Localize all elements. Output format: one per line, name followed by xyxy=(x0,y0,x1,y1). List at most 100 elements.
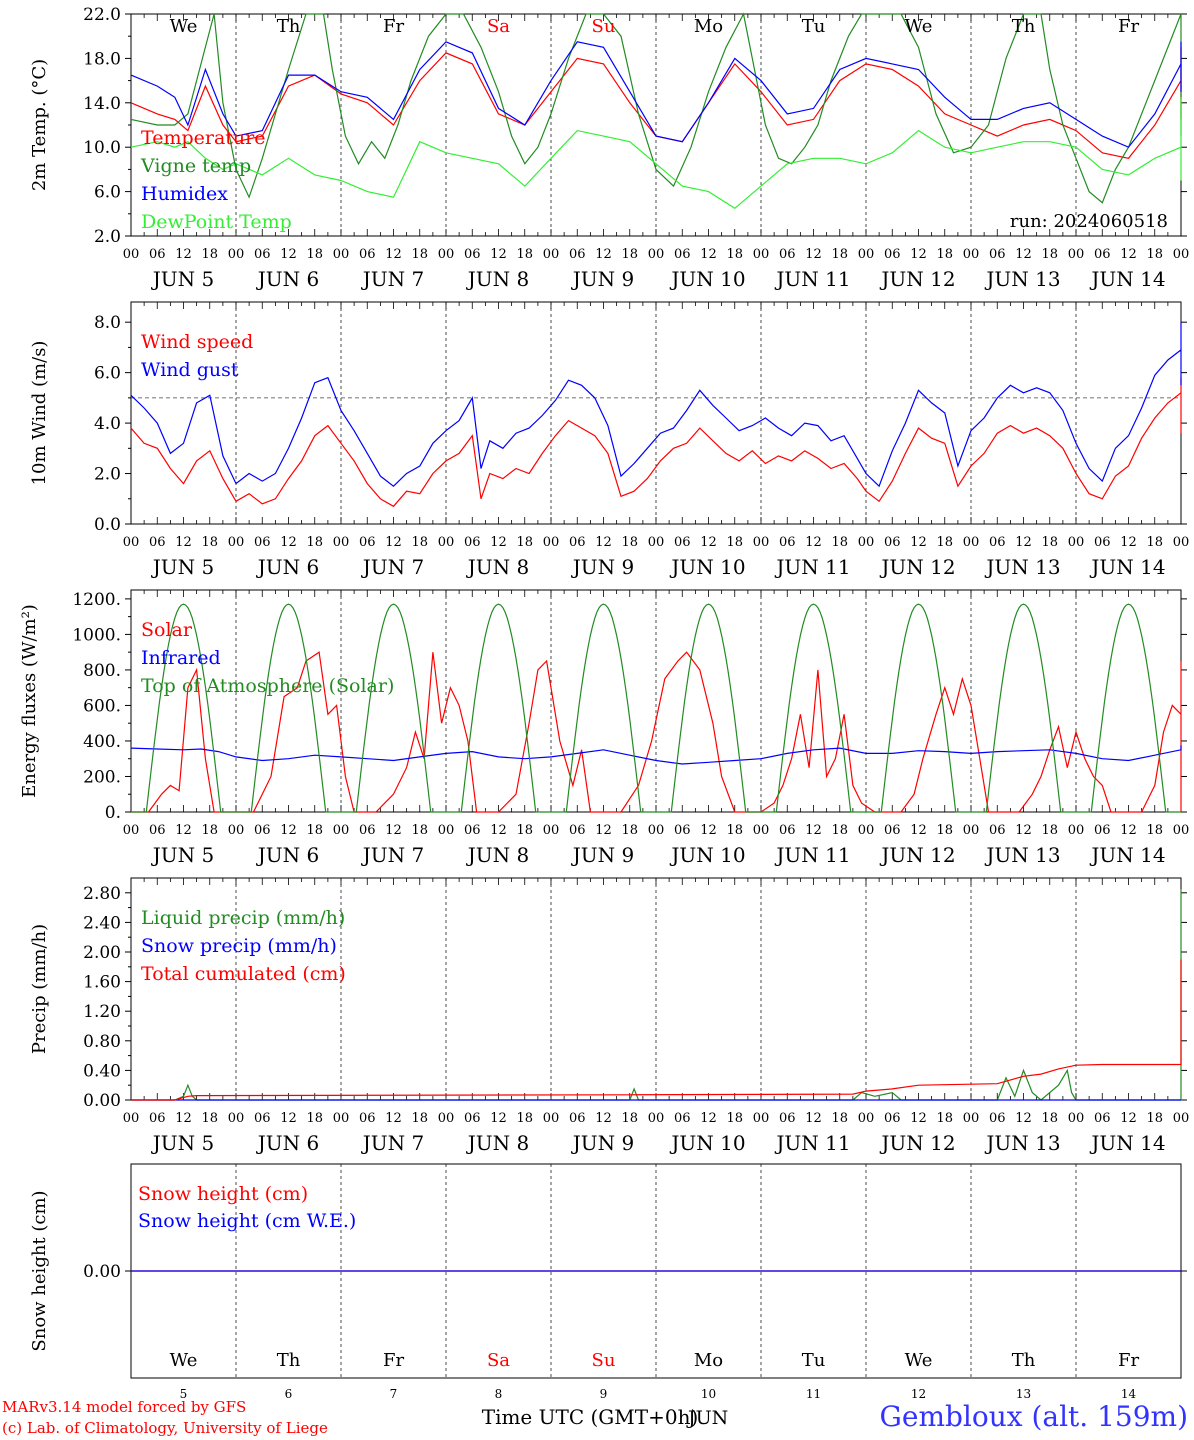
y-tick-label: 2.0 xyxy=(94,465,121,485)
hour-label: 06 xyxy=(989,247,1006,262)
legend-liquid-precip-mm-h: Liquid precip (mm/h) xyxy=(141,907,345,929)
hour-label: 00 xyxy=(123,247,140,262)
hour-label: 18 xyxy=(936,823,953,838)
hour-label: 00 xyxy=(1068,1111,1085,1126)
date-label: JUN 14 xyxy=(1089,267,1165,291)
hour-label: 06 xyxy=(569,535,586,550)
hour-label: 06 xyxy=(1094,535,1111,550)
hour-label: 00 xyxy=(1068,247,1085,262)
date-label: JUN 12 xyxy=(879,267,955,291)
hour-label: 00 xyxy=(438,1111,455,1126)
hour-label: 00 xyxy=(333,247,350,262)
y-axis-title: 10m Wind (m/s) xyxy=(29,341,50,486)
series-total-cumulated-cm xyxy=(131,959,1182,1101)
hour-label: 06 xyxy=(464,823,481,838)
hour-label: 06 xyxy=(1094,1111,1111,1126)
hour-label: 06 xyxy=(149,535,166,550)
date-label: JUN 5 xyxy=(151,1131,214,1155)
hour-label: 12 xyxy=(910,823,927,838)
hour-label: 00 xyxy=(543,823,560,838)
weekday-label: Mo xyxy=(694,16,723,37)
hour-label: 12 xyxy=(700,247,717,262)
date-label: JUN 11 xyxy=(774,843,850,867)
hour-label: 06 xyxy=(254,247,271,262)
date-label: JUN 9 xyxy=(571,555,634,579)
weekday-label: Th xyxy=(1012,16,1036,37)
hour-label: 18 xyxy=(621,823,638,838)
series-wind-speed xyxy=(130,377,1182,508)
legend-total-cumulated-cm: Total cumulated (cm) xyxy=(141,963,346,985)
hour-label: 18 xyxy=(1146,535,1163,550)
hour-label: 18 xyxy=(201,535,218,550)
date-label: JUN 12 xyxy=(879,843,955,867)
series-top-of-atmosphere-solar xyxy=(131,603,1181,813)
date-label: JUN 8 xyxy=(466,267,529,291)
hour-label: 12 xyxy=(385,1111,402,1126)
hour-label: 12 xyxy=(595,247,612,262)
weekday-label: Mo xyxy=(694,1350,723,1371)
date-label: JUN 8 xyxy=(466,555,529,579)
hour-label: 12 xyxy=(805,535,822,550)
day-number-label: 12 xyxy=(911,1387,926,1401)
hour-label: 12 xyxy=(385,247,402,262)
weekday-label: Su xyxy=(592,16,616,37)
hour-label: 00 xyxy=(333,535,350,550)
legend-vigne-temp: Vigne temp xyxy=(140,155,251,177)
hour-label: 18 xyxy=(831,247,848,262)
y-tick-label: 800. xyxy=(83,661,121,681)
hour-label: 06 xyxy=(149,247,166,262)
hour-label: 06 xyxy=(779,1111,796,1126)
hour-label: 18 xyxy=(1146,1111,1163,1126)
weekday-label: Sa xyxy=(487,16,510,37)
panel-temperature: 22.0 18.0 14.0 10.0 6.0 2.0 2m Temp. (°C) Tempe… xyxy=(29,5,1189,291)
legend-snow-precip-mm-h: Snow precip (mm/h) xyxy=(141,935,337,957)
y-tick-label: 400. xyxy=(83,732,121,752)
hour-label: 18 xyxy=(411,535,428,550)
y-tick-label: 2.00 xyxy=(83,943,121,963)
hour-label: 06 xyxy=(674,1111,691,1126)
hour-label: 12 xyxy=(1120,1111,1137,1126)
date-label: JUN 11 xyxy=(774,267,850,291)
y-tick-label: 2.80 xyxy=(83,884,121,904)
hour-label: 18 xyxy=(201,1111,218,1126)
hour-label: 18 xyxy=(1041,535,1058,550)
hour-label: 18 xyxy=(516,535,533,550)
legend-snow-height-cm: Snow height (cm) xyxy=(138,1183,308,1205)
date-label: JUN 10 xyxy=(669,267,745,291)
panel-precip: 2.80 2.40 2.00 1.60 1.20 0.80 0.40 0.00 Precip (… xyxy=(29,877,1190,1155)
hour-label: 00 xyxy=(1173,1111,1190,1126)
hour-label: 06 xyxy=(464,247,481,262)
hour-label: 00 xyxy=(753,1111,770,1126)
y-tick-label: 6.0 xyxy=(94,183,121,203)
y-tick-label: 8.0 xyxy=(94,313,121,333)
y-tick-label: 0. xyxy=(105,803,121,823)
hour-label: 18 xyxy=(516,1111,533,1126)
weekday-label: Tu xyxy=(802,1350,826,1371)
y-tick-label: 1200. xyxy=(72,590,121,610)
hour-label: 00 xyxy=(963,247,980,262)
hour-label: 00 xyxy=(753,535,770,550)
hour-label: 18 xyxy=(1146,823,1163,838)
date-label: JUN 12 xyxy=(879,1131,955,1155)
hour-label: 18 xyxy=(726,535,743,550)
date-label: JUN 6 xyxy=(256,267,319,291)
date-label: JUN 5 xyxy=(151,843,214,867)
day-number-label: 5 xyxy=(180,1387,188,1401)
date-label: JUN 14 xyxy=(1089,1131,1165,1155)
weekday-label: Tu xyxy=(802,16,826,37)
date-label: JUN 13 xyxy=(984,1131,1060,1155)
hour-label: 18 xyxy=(306,535,323,550)
hour-label: 00 xyxy=(858,1111,875,1126)
date-label: JUN 11 xyxy=(774,555,850,579)
legend-top-of-atmosphere-solar: Top of Atmosphere (Solar) xyxy=(141,675,394,697)
hour-label: 18 xyxy=(936,247,953,262)
hour-label: 18 xyxy=(726,823,743,838)
hour-label: 06 xyxy=(359,535,376,550)
hour-label: 12 xyxy=(1120,535,1137,550)
hour-label: 06 xyxy=(884,1111,901,1126)
hour-label: 18 xyxy=(201,247,218,262)
hour-label: 18 xyxy=(936,1111,953,1126)
hour-label: 00 xyxy=(438,823,455,838)
hour-label: 00 xyxy=(228,823,245,838)
